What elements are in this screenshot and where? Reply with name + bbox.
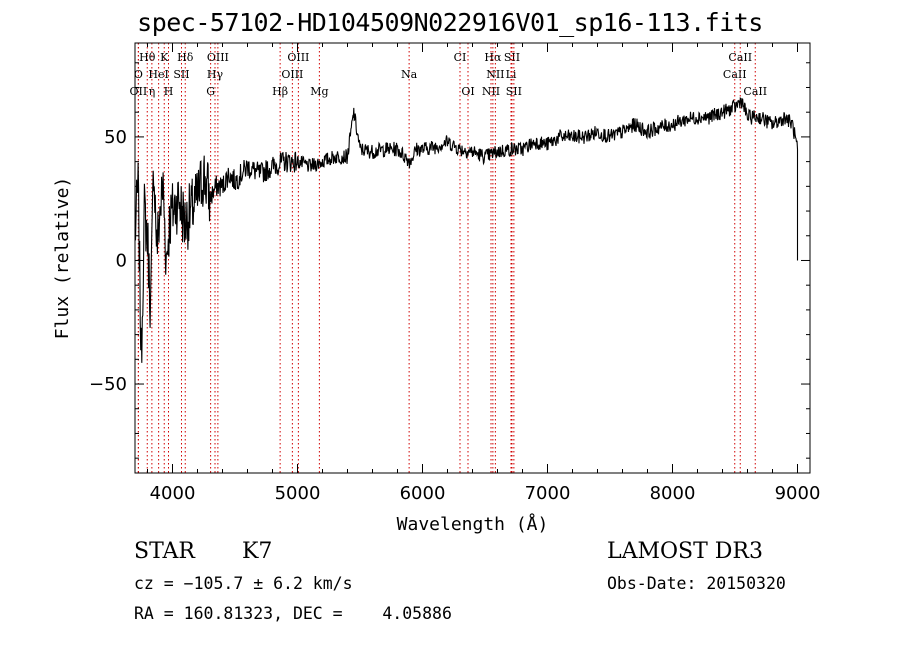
spectral-line-label: Hθ: [139, 51, 156, 64]
y-tick-label: −50: [89, 374, 127, 395]
x-tick-label: 8000: [650, 483, 696, 504]
spectral-line-label: CI: [454, 51, 467, 64]
spectral-line-label: CaII: [723, 68, 747, 81]
plot-frame: [134, 42, 811, 474]
chart-title: spec-57102-HD104509N022916V01_sp16-113.f…: [137, 8, 763, 37]
spectral-line-label: HeI: [148, 68, 168, 81]
spectral-line-label: G: [206, 85, 215, 98]
x-tick-label: 9000: [775, 483, 821, 504]
spectral-line-label: OIII: [287, 51, 309, 64]
spectral-line-label: SII: [173, 68, 189, 81]
spectral-line-label: Na: [401, 68, 418, 81]
spectral-line-label: OIII: [281, 68, 303, 81]
object-subclass: K7: [242, 539, 273, 564]
spectral-line-label: CaII: [728, 51, 752, 64]
object-class: STAR: [134, 539, 195, 564]
redshift-text: cz = −105.7 ± 6.2 km/s: [134, 574, 353, 593]
spectral-line-label: NII: [482, 85, 500, 98]
spectral-line-label: Li: [506, 68, 517, 81]
spectral-line-label: Hγ: [207, 68, 224, 81]
spectral-line-label: OI: [461, 85, 474, 98]
x-axis-label: Wavelength (Å): [397, 513, 549, 535]
spectral-line-label: Hδ: [177, 51, 194, 64]
obs-date: Obs-Date: 20150320: [607, 574, 786, 593]
x-tick-label: 5000: [275, 483, 321, 504]
y-axis-label: Flux (relative): [52, 177, 73, 340]
x-tick-label: 4000: [150, 483, 196, 504]
spectral-line-label: η: [149, 85, 156, 98]
spectral-line-label: O: [134, 68, 143, 81]
ra-dec: RA = 160.81323, DEC = 4.05886: [134, 604, 452, 623]
spectral-line-label: Hβ: [272, 85, 288, 98]
x-tick-label: 7000: [525, 483, 571, 504]
spectral-line-label: SII: [504, 51, 520, 64]
x-tick-label: 6000: [400, 483, 446, 504]
spectrum-line: [134, 96, 799, 363]
spectral-line-label: SII: [506, 85, 522, 98]
spectral-line-label: OII: [130, 85, 148, 98]
spectral-line-label: Mg: [310, 85, 328, 98]
spectral-line-label: K: [160, 51, 169, 64]
y-tick-label: 0: [116, 250, 127, 271]
spectral-line-label: CaII: [743, 85, 767, 98]
spectral-line-label: H: [164, 85, 174, 98]
spectral-line-label: NII: [486, 68, 504, 81]
survey-name: LAMOST DR3: [607, 539, 763, 564]
spectral-line-label: OIII: [207, 51, 229, 64]
y-tick-label: 50: [104, 127, 127, 148]
spectral-line-label: Hα: [484, 51, 502, 64]
